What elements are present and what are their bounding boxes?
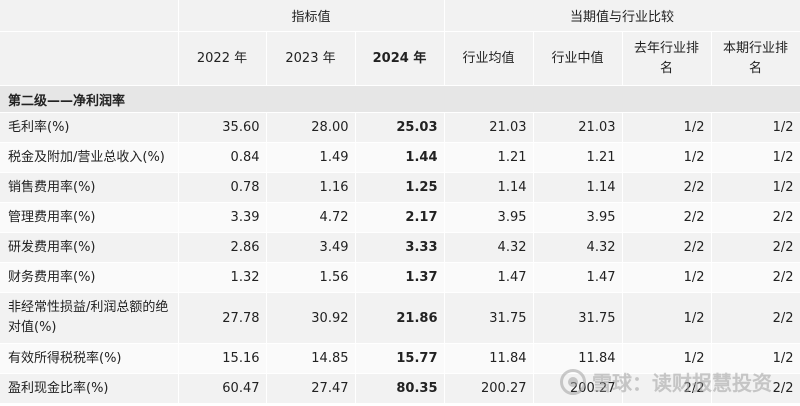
industry-median: 3.95 xyxy=(533,202,623,233)
this-period-rank: 2/2 xyxy=(711,262,800,293)
value-2022: 15.16 xyxy=(178,343,267,374)
row-label: 研发费用率(%) xyxy=(0,232,179,263)
industry-median: 31.75 xyxy=(533,292,623,344)
this-period-rank: 1/2 xyxy=(711,112,800,143)
value-2023: 30.92 xyxy=(266,292,356,344)
last-year-rank: 1/2 xyxy=(622,343,712,374)
value-2024: 15.77 xyxy=(355,343,445,374)
value-2023: 1.49 xyxy=(266,142,356,173)
last-year-rank: 2/2 xyxy=(622,172,712,203)
industry-avg: 1.47 xyxy=(444,262,534,293)
value-2022: 0.78 xyxy=(178,172,267,203)
last-year-rank: 1/2 xyxy=(622,292,712,344)
value-2024: 80.35 xyxy=(355,373,445,404)
this-period-rank: 2/2 xyxy=(711,373,800,404)
section-title: 第二级——净利润率 xyxy=(0,85,800,113)
value-2024: 25.03 xyxy=(355,112,445,143)
col-header-2022: 2022 年 xyxy=(178,31,267,86)
col-header-this-rank: 本期行业排名 xyxy=(711,31,800,86)
value-2022: 1.32 xyxy=(178,262,267,293)
group-header-indicators: 指标值 xyxy=(178,0,445,32)
col-header-industry-avg: 行业均值 xyxy=(444,31,534,86)
table-row: 非经常性损益/利润总额的绝对值(%) 27.78 30.92 21.86 31.… xyxy=(0,292,800,344)
industry-avg: 200.27 xyxy=(444,373,534,404)
industry-median: 1.47 xyxy=(533,262,623,293)
last-year-rank: 1/2 xyxy=(622,262,712,293)
col-header-last-rank: 去年行业排名 xyxy=(622,31,712,86)
corner-cell-sub xyxy=(0,31,179,86)
industry-median: 200.27 xyxy=(533,373,623,404)
value-2024: 1.44 xyxy=(355,142,445,173)
col-header-2023: 2023 年 xyxy=(266,31,356,86)
corner-cell xyxy=(0,0,179,32)
industry-median: 1.21 xyxy=(533,142,623,173)
value-2022: 3.39 xyxy=(178,202,267,233)
this-period-rank: 1/2 xyxy=(711,172,800,203)
last-year-rank: 1/2 xyxy=(622,142,712,173)
industry-median: 1.14 xyxy=(533,172,623,203)
last-year-rank: 2/2 xyxy=(622,232,712,263)
table-row: 财务费用率(%) 1.32 1.56 1.37 1.47 1.47 1/2 2/… xyxy=(0,262,800,293)
industry-avg: 3.95 xyxy=(444,202,534,233)
value-2023: 27.47 xyxy=(266,373,356,404)
value-2024: 1.25 xyxy=(355,172,445,203)
value-2023: 1.56 xyxy=(266,262,356,293)
row-label: 销售费用率(%) xyxy=(0,172,179,203)
industry-median: 11.84 xyxy=(533,343,623,374)
table-row: 税金及附加/营业总收入(%) 0.84 1.49 1.44 1.21 1.21 … xyxy=(0,142,800,173)
table-row: 盈利现金比率(%) 60.47 27.47 80.35 200.27 200.2… xyxy=(0,373,800,404)
col-header-industry-median: 行业中值 xyxy=(533,31,623,86)
group-header-compare: 当期值与行业比较 xyxy=(444,0,800,32)
row-label: 税金及附加/营业总收入(%) xyxy=(0,142,179,173)
value-2022: 35.60 xyxy=(178,112,267,143)
industry-median: 21.03 xyxy=(533,112,623,143)
industry-avg: 11.84 xyxy=(444,343,534,374)
value-2024: 21.86 xyxy=(355,292,445,344)
last-year-rank: 2/2 xyxy=(622,202,712,233)
table-row: 销售费用率(%) 0.78 1.16 1.25 1.14 1.14 2/2 1/… xyxy=(0,172,800,203)
industry-avg: 4.32 xyxy=(444,232,534,263)
value-2024: 3.33 xyxy=(355,232,445,263)
this-period-rank: 2/2 xyxy=(711,292,800,344)
this-period-rank: 2/2 xyxy=(711,232,800,263)
last-year-rank: 1/2 xyxy=(622,112,712,143)
this-period-rank: 1/2 xyxy=(711,343,800,374)
value-2023: 1.16 xyxy=(266,172,356,203)
row-label: 管理费用率(%) xyxy=(0,202,179,233)
industry-avg: 31.75 xyxy=(444,292,534,344)
value-2023: 3.49 xyxy=(266,232,356,263)
col-header-2024: 2024 年 xyxy=(355,31,445,86)
table-row: 毛利率(%) 35.60 28.00 25.03 21.03 21.03 1/2… xyxy=(0,112,800,143)
value-2024: 2.17 xyxy=(355,202,445,233)
industry-avg: 1.21 xyxy=(444,142,534,173)
row-label: 盈利现金比率(%) xyxy=(0,373,179,404)
table-row: 有效所得税税率(%) 15.16 14.85 15.77 11.84 11.84… xyxy=(0,343,800,374)
industry-avg: 21.03 xyxy=(444,112,534,143)
row-label: 有效所得税税率(%) xyxy=(0,343,179,374)
value-2022: 0.84 xyxy=(178,142,267,173)
table-row: 研发费用率(%) 2.86 3.49 3.33 4.32 4.32 2/2 2/… xyxy=(0,232,800,263)
this-period-rank: 2/2 xyxy=(711,202,800,233)
value-2022: 27.78 xyxy=(178,292,267,344)
row-label: 财务费用率(%) xyxy=(0,262,179,293)
value-2022: 2.86 xyxy=(178,232,267,263)
last-year-rank: 2/2 xyxy=(622,373,712,404)
industry-avg: 1.14 xyxy=(444,172,534,203)
table-row: 管理费用率(%) 3.39 4.72 2.17 3.95 3.95 2/2 2/… xyxy=(0,202,800,233)
row-label: 非经常性损益/利润总额的绝对值(%) xyxy=(0,292,179,344)
value-2023: 4.72 xyxy=(266,202,356,233)
value-2022: 60.47 xyxy=(178,373,267,404)
value-2023: 28.00 xyxy=(266,112,356,143)
value-2023: 14.85 xyxy=(266,343,356,374)
row-label: 毛利率(%) xyxy=(0,112,179,143)
this-period-rank: 1/2 xyxy=(711,142,800,173)
industry-median: 4.32 xyxy=(533,232,623,263)
value-2024: 1.37 xyxy=(355,262,445,293)
